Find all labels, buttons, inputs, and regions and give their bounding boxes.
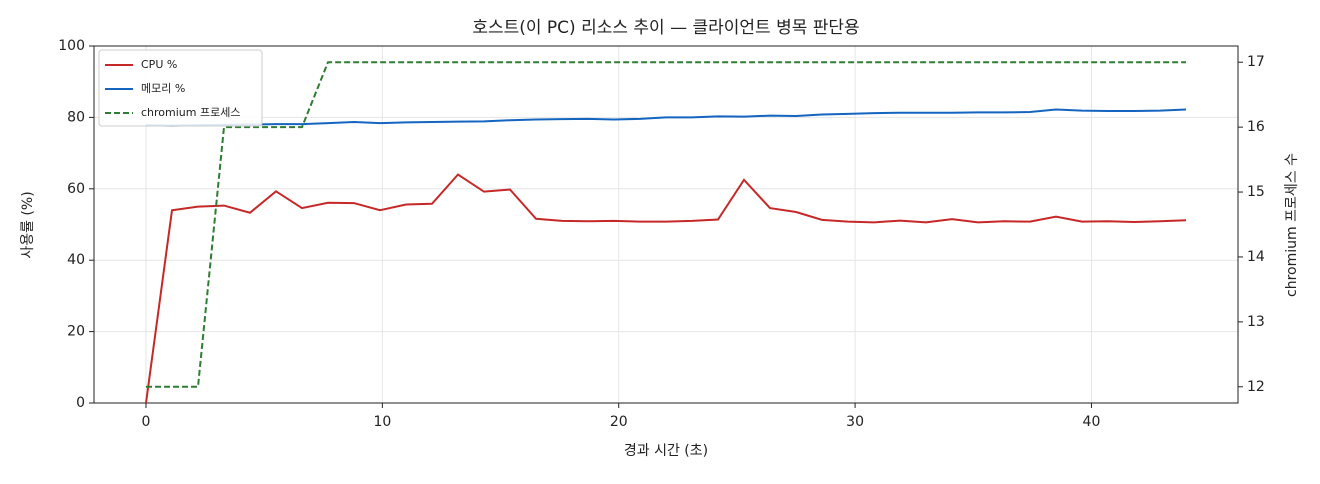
legend-box xyxy=(98,49,263,127)
legend-label: chromium 프로세스 xyxy=(141,106,240,119)
series-line xyxy=(145,173,1187,404)
plot-frame xyxy=(93,45,1239,404)
y-tick-label: 100 xyxy=(58,38,85,54)
y2-tick-label: 15 xyxy=(1247,184,1265,200)
x-tick-label: 0 xyxy=(142,414,151,430)
legend-label: 메모리 % xyxy=(141,82,185,95)
legend: CPU % 메모리 % chromium 프로세스 xyxy=(98,49,263,127)
y2-tick-label: 16 xyxy=(1247,119,1265,135)
series-line xyxy=(146,61,1186,388)
x-tick-label: 20 xyxy=(610,414,628,430)
y-tick-label: 40 xyxy=(67,252,85,268)
y-axis-label: 사용률 (%) xyxy=(20,191,36,258)
y-tick-label: 0 xyxy=(76,395,85,411)
y2-axis-label: chromium 프로세스 수 xyxy=(1284,153,1300,297)
y-tick-label: 20 xyxy=(67,324,85,340)
x-axis-label: 경과 시간 (초) xyxy=(624,443,708,459)
y-tick-label: 60 xyxy=(67,181,85,197)
y-tick-label: 80 xyxy=(67,109,85,125)
y2-tick-label: 17 xyxy=(1247,54,1265,70)
y2-tick-label: 14 xyxy=(1247,249,1265,265)
y2-tick-label: 13 xyxy=(1247,314,1265,330)
legend-label: CPU % xyxy=(141,58,177,71)
y2-tick-label: 12 xyxy=(1247,379,1265,395)
chart-title: 호스트(이 PC) 리소스 추이 — 클라이언트 병목 판단용 xyxy=(472,18,859,38)
series-line xyxy=(145,108,1187,127)
x-tick-label: 40 xyxy=(1083,414,1101,430)
x-tick-label: 10 xyxy=(373,414,391,430)
x-tick-label: 30 xyxy=(846,414,864,430)
